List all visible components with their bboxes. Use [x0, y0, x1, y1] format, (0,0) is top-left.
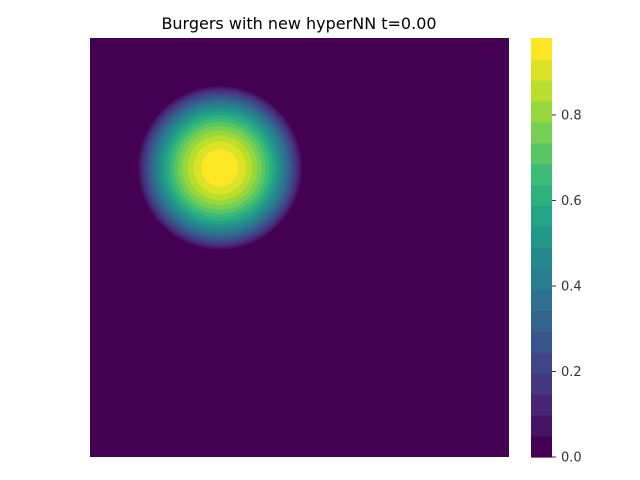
colorbar-segment-16 [531, 100, 552, 123]
colorbar-segment-8 [531, 268, 552, 290]
colorbar-segment-6 [531, 310, 552, 332]
colorbar-tick-label: 0.2 [561, 365, 582, 380]
colorbar-segment-11 [531, 205, 552, 228]
heatmap [90, 38, 509, 457]
colorbar-segment-18 [531, 58, 552, 81]
colorbar-segment-13 [531, 163, 552, 186]
colorbar-segment-10 [531, 226, 552, 249]
colorbar-tick-label: 0.8 [561, 108, 582, 123]
colorbar-segment-12 [531, 184, 552, 207]
colorbar-segment-7 [531, 289, 552, 311]
colorbar-segment-4 [531, 352, 552, 374]
colorbar-tick-label: 0.6 [561, 194, 582, 209]
colorbar-segment-1 [531, 415, 552, 437]
colorbar-segment-17 [531, 79, 552, 102]
heatmap-background [90, 38, 509, 457]
colorbar [531, 38, 552, 458]
colorbar-segment-5 [531, 331, 552, 353]
colorbar-segment-0 [531, 436, 552, 458]
colorbar-segment-15 [531, 121, 552, 144]
colorbar-segment-9 [531, 247, 552, 270]
colorbar-segment-3 [531, 373, 552, 395]
chart-title: Burgers with new hyperNN t=0.00 [161, 14, 436, 33]
colorbar-segment-2 [531, 394, 552, 416]
colorbar-segment-14 [531, 142, 552, 165]
colorbar-ticks: 0.0 0.2 0.4 0.6 0.8 [552, 108, 582, 466]
colorbar-tick-label: 0.4 [561, 279, 582, 294]
colorbar-tick-label: 0.0 [561, 451, 582, 466]
colorbar-segment-19 [531, 38, 552, 60]
contour-level-19 [201, 149, 239, 187]
